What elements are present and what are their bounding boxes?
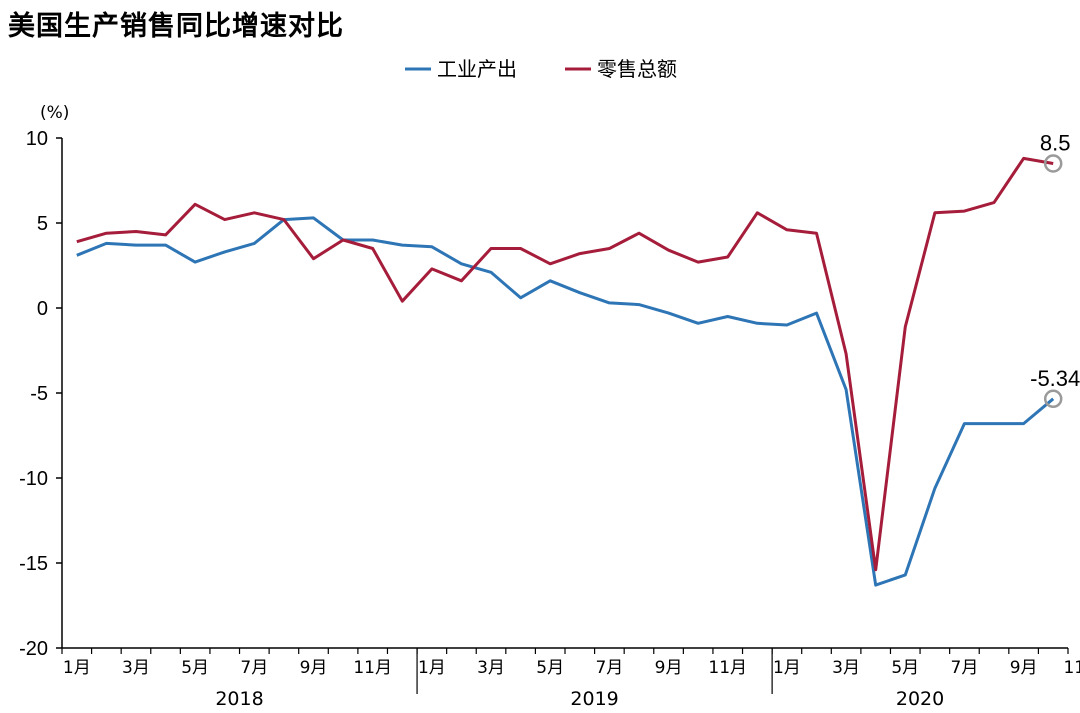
x-tick-label: 11月: [1063, 658, 1080, 678]
x-tick-label: 5月: [536, 658, 564, 678]
x-tick-label: 11月: [353, 658, 392, 678]
legend-label-2: 零售总额: [597, 57, 677, 81]
x-tick-label: 9月: [655, 658, 683, 678]
x-tick-label: 3月: [122, 658, 150, 678]
end-point-marker: [1043, 389, 1063, 409]
legend: 工业产出 零售总额: [405, 57, 677, 81]
y-axis-unit-label: (%): [40, 103, 69, 123]
y-tick-label: -5: [30, 383, 48, 405]
x-tick-label: 9月: [1010, 658, 1038, 678]
x-tick-label: 1月: [418, 658, 446, 678]
end-value-label: -5.34: [1030, 366, 1080, 391]
x-tick-label: 7月: [240, 658, 268, 678]
y-tick-label: 5: [37, 213, 48, 235]
x-tick-label: 3月: [477, 658, 505, 678]
series-line-2: [76, 156, 1054, 572]
x-tick-label: 9月: [300, 658, 328, 678]
series-group: [76, 156, 1055, 587]
x-tick-label: 1月: [63, 658, 91, 678]
year-label: 2018: [215, 688, 263, 710]
data-labels: -5.34 8.5: [1030, 131, 1080, 409]
end-point-marker: [1043, 154, 1063, 173]
x-tick-label: 11月: [708, 658, 747, 678]
axes: 10 5 0 -5 -10 -15 -20 1月 3月 5月 7月 9月 11月 1月 3月 5月 7月 9月 11…: [19, 128, 1080, 710]
end-value-label: 8.5: [1040, 131, 1071, 156]
x-tick-label: 5月: [891, 658, 919, 678]
y-tick-label: 0: [37, 298, 48, 320]
y-tick-label: -20: [19, 638, 48, 660]
x-tick-label: 7月: [951, 658, 979, 678]
year-label: 2019: [570, 688, 618, 710]
x-tick-label: 3月: [832, 658, 860, 678]
series-line-1: [76, 216, 1055, 587]
y-tick-label: -15: [19, 553, 48, 575]
x-tick-label: 5月: [181, 658, 209, 678]
y-tick-label: 10: [26, 128, 48, 150]
chart-title: 美国生产销售同比增速对比: [8, 11, 344, 42]
x-tick-label: 7月: [595, 658, 623, 678]
x-tick-label: 1月: [773, 658, 801, 678]
legend-label-1: 工业产出: [437, 57, 517, 81]
y-tick-label: -10: [19, 468, 48, 490]
year-label: 2020: [896, 688, 944, 710]
